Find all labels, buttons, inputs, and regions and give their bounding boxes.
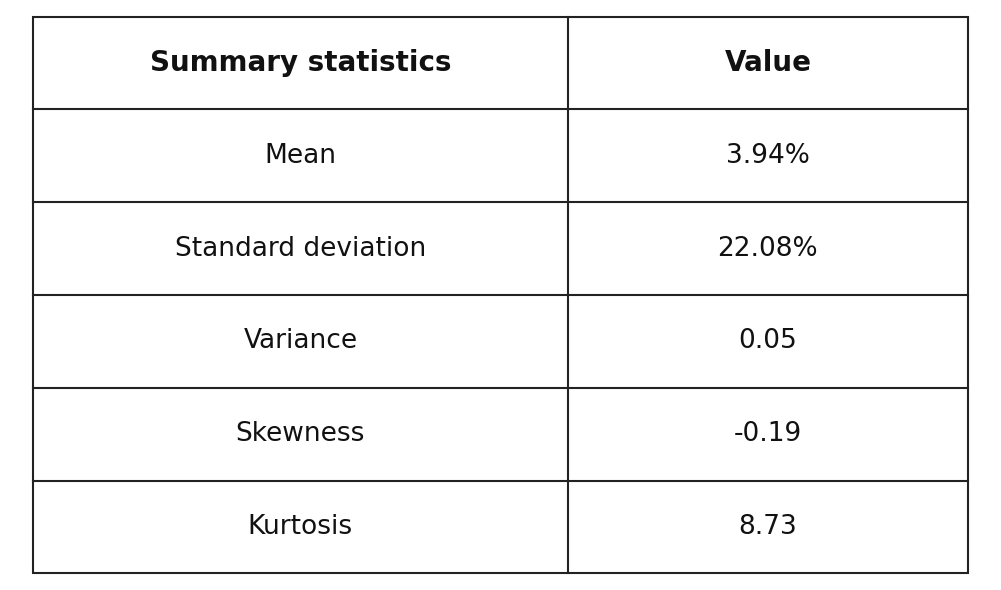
Text: Mean: Mean [264, 143, 336, 169]
Text: Value: Value [725, 49, 812, 77]
Text: 3.94%: 3.94% [726, 143, 810, 169]
Text: 0.05: 0.05 [739, 329, 797, 355]
Text: Standard deviation: Standard deviation [175, 235, 426, 261]
Text: -0.19: -0.19 [734, 421, 802, 447]
Text: Skewness: Skewness [236, 421, 365, 447]
Text: 22.08%: 22.08% [718, 235, 818, 261]
Text: Summary statistics: Summary statistics [150, 49, 451, 77]
Text: 8.73: 8.73 [739, 514, 797, 540]
Text: Variance: Variance [243, 329, 357, 355]
Text: Kurtosis: Kurtosis [248, 514, 353, 540]
